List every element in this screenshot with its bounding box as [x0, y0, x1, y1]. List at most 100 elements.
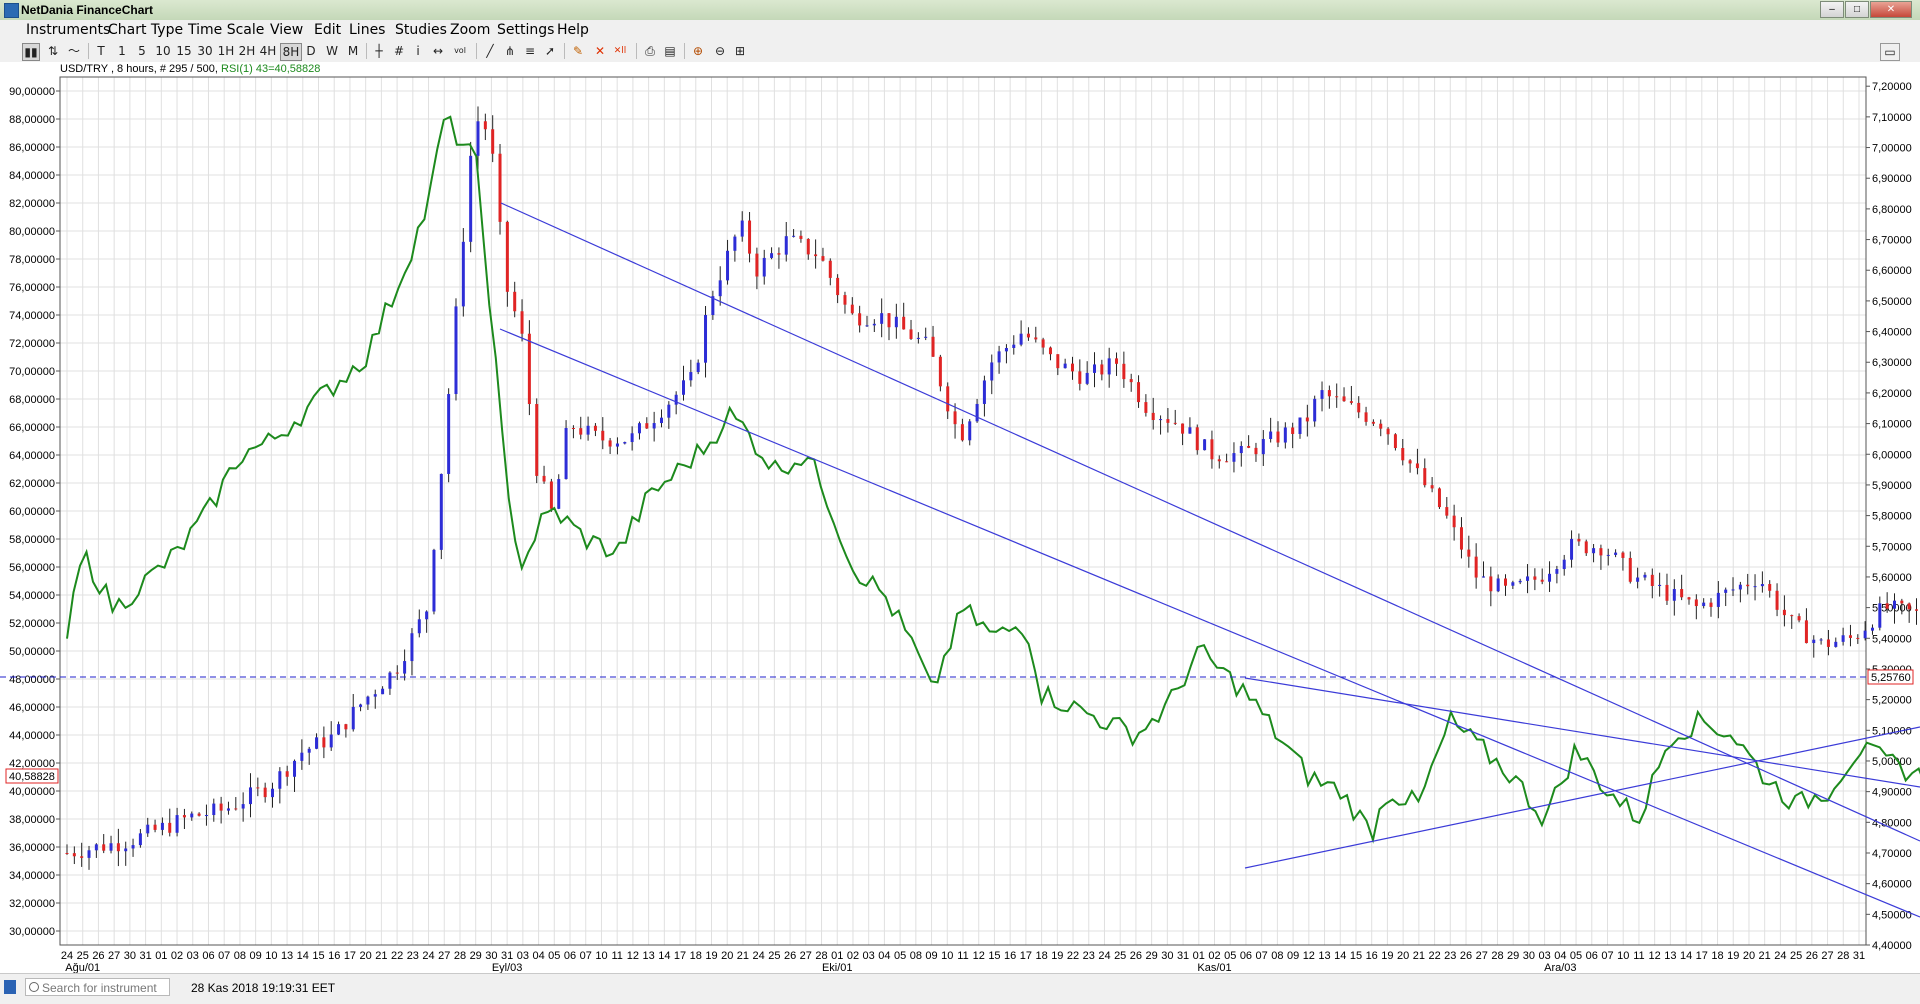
candle-body: [1262, 439, 1265, 454]
bar-chart-icon[interactable]: ⇅: [46, 43, 60, 59]
timeframe-8h[interactable]: 8H: [280, 43, 302, 61]
candle-body: [1100, 364, 1103, 374]
volume-icon[interactable]: vol: [452, 43, 468, 59]
timeframe-weekly[interactable]: W: [325, 43, 339, 59]
date-tick-label: 31: [139, 950, 151, 962]
candle-body: [1431, 485, 1434, 488]
menu-time-scale[interactable]: Time Scale: [188, 22, 264, 38]
menu-view[interactable]: View: [270, 22, 303, 38]
rsi-tick-label: 80,00000: [9, 226, 55, 238]
search-input[interactable]: Search for instrument: [25, 978, 170, 996]
date-tick-label: 20: [1397, 950, 1409, 962]
menu-studies[interactable]: Studies: [395, 22, 447, 38]
date-tick-label: 02: [847, 950, 859, 962]
timeframe-10m[interactable]: 10: [154, 43, 172, 59]
rsi-tick-label: 64,00000: [9, 450, 55, 462]
timeframe-2h[interactable]: 2H: [238, 43, 256, 59]
candle-body: [939, 357, 942, 387]
candle-body: [704, 315, 707, 363]
candle-body: [1482, 576, 1485, 577]
date-tick-label: 17: [1020, 950, 1032, 962]
rsi-tick-label: 34,00000: [9, 870, 55, 882]
zoom-in-icon[interactable]: ⊕: [690, 43, 706, 59]
maximize-button[interactable]: □: [1845, 1, 1869, 18]
date-tick-label: 13: [642, 950, 654, 962]
pen-icon[interactable]: ✎: [570, 43, 586, 59]
candle-body: [124, 848, 127, 851]
delete-all-icon[interactable]: ✕ll: [612, 43, 628, 59]
date-tick-label: 13: [1318, 950, 1330, 962]
candle-body: [873, 324, 876, 326]
price-tick-label: 5,00000: [1872, 756, 1912, 768]
candle-body: [403, 661, 406, 674]
candle-body: [1805, 620, 1808, 643]
status-timestamp: 28 Kas 2018 19:19:31 EET: [191, 981, 335, 995]
date-tick-label: 15: [1350, 950, 1362, 962]
menu-edit[interactable]: Edit: [314, 22, 341, 38]
date-tick-label: 10: [1617, 950, 1629, 962]
candle-body: [814, 254, 817, 256]
date-tick-label: 22: [1067, 950, 1079, 962]
candle-body: [396, 673, 399, 674]
candle-body: [1218, 459, 1221, 461]
close-button[interactable]: ✕: [1870, 1, 1912, 18]
date-tick-label: 09: [1287, 950, 1299, 962]
menu-lines[interactable]: Lines: [349, 22, 385, 38]
date-tick-label: 26: [1806, 950, 1818, 962]
menu-zoom[interactable]: Zoom: [450, 22, 490, 38]
crosshair-icon[interactable]: ┼: [372, 43, 386, 59]
fib-tool-icon[interactable]: ≡: [522, 43, 538, 59]
line-chart-icon[interactable]: 〜: [66, 43, 82, 59]
timeframe-5m[interactable]: 5: [136, 43, 148, 59]
timeframe-daily[interactable]: D: [305, 43, 317, 59]
date-tick-label: 18: [1035, 950, 1047, 962]
timeframe-1h[interactable]: 1H: [217, 43, 235, 59]
candle-body: [1122, 364, 1125, 379]
menu-help[interactable]: Help: [557, 22, 589, 38]
menu-instruments[interactable]: Instruments: [26, 22, 110, 38]
date-tick-label: 12: [973, 950, 985, 962]
print-icon[interactable]: ⎙: [642, 43, 658, 59]
menu-settings[interactable]: Settings: [497, 22, 554, 38]
candle-body: [146, 825, 149, 834]
rsi-tick-label: 46,00000: [9, 702, 55, 714]
price-chart[interactable]: USD/TRY , 8 hours, # 295 / 500, RSI(1) 4…: [0, 62, 1920, 973]
info-icon[interactable]: i: [412, 43, 424, 59]
fork-tool-icon[interactable]: ⋔: [502, 43, 518, 59]
timeframe-4h[interactable]: 4H: [259, 43, 277, 59]
line-tool-icon[interactable]: ╱: [482, 43, 498, 59]
candle-body: [1834, 642, 1837, 647]
candle-body: [1636, 578, 1639, 582]
timeframe-15m[interactable]: 15: [175, 43, 193, 59]
timeframe-monthly[interactable]: M: [346, 43, 360, 59]
print-preview-icon[interactable]: ▤: [662, 43, 678, 59]
candle-body: [440, 474, 443, 550]
candle-body: [829, 261, 832, 278]
candle-body: [645, 423, 648, 428]
date-tick-label: 05: [1570, 950, 1582, 962]
timeframe-tick[interactable]: T: [95, 43, 107, 59]
date-tick-label: 27: [1476, 950, 1488, 962]
price-axis: 7,200007,100007,000006,900006,800006,700…: [1866, 81, 1912, 952]
menu-chart-type[interactable]: Chart Type: [108, 22, 183, 38]
zoom-fit-icon[interactable]: ⊞: [732, 43, 748, 59]
candle-body: [1203, 439, 1206, 450]
cursor-icon[interactable]: ➚: [542, 43, 558, 59]
candle-chart-icon[interactable]: ▮▮: [22, 43, 40, 61]
arrows-icon[interactable]: ↔: [430, 43, 446, 59]
candle-body: [528, 334, 531, 404]
zoom-out-icon[interactable]: ⊖: [712, 43, 728, 59]
timeframe-1m[interactable]: 1: [116, 43, 128, 59]
date-tick-label: 21: [1759, 950, 1771, 962]
panel-toggle-icon[interactable]: ▭: [1880, 43, 1900, 61]
candle-body: [719, 280, 722, 296]
title-bar: NetDania FinanceChart – □ ✕: [0, 0, 1920, 21]
candle-body: [1504, 578, 1507, 585]
price-tick-label: 6,80000: [1872, 204, 1912, 216]
timeframe-30m[interactable]: 30: [196, 43, 214, 59]
candle-body: [660, 418, 663, 423]
delete-icon[interactable]: ✕: [592, 43, 608, 59]
minimize-button[interactable]: –: [1820, 1, 1844, 18]
candle-body: [785, 236, 788, 254]
grid-icon[interactable]: #: [392, 43, 406, 59]
